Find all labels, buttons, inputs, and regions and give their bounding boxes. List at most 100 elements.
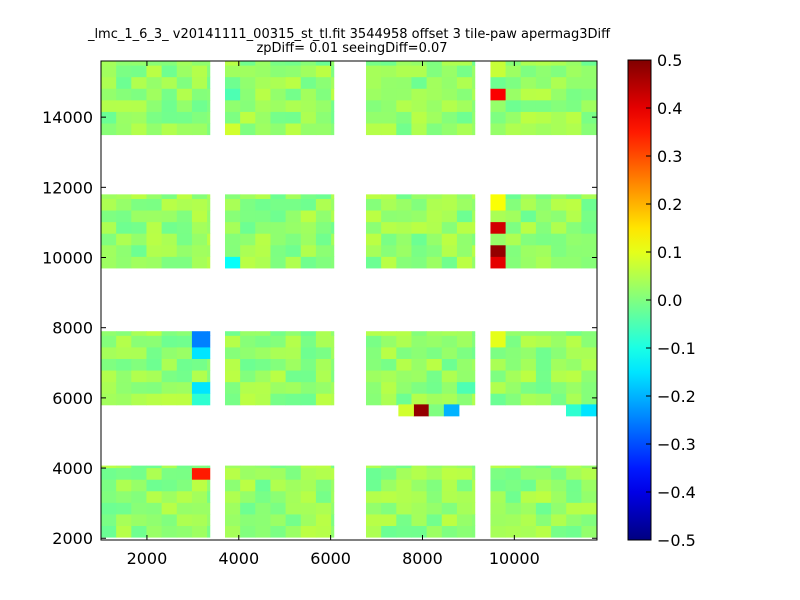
heatmap-cell — [426, 514, 443, 527]
heatmap-cell — [490, 525, 507, 538]
heatmap-cell — [331, 381, 335, 394]
heatmap-cell — [207, 479, 211, 492]
heatmap-cell — [240, 61, 256, 66]
heatmap-cell-highlight — [207, 467, 211, 480]
x-tick-label: 6000 — [310, 549, 351, 568]
heatmap-cell — [270, 467, 287, 480]
heatmap-cell — [396, 347, 412, 359]
heatmap-cell — [116, 358, 132, 371]
heatmap-cell — [551, 335, 567, 348]
heatmap-cell-highlight — [191, 347, 208, 359]
x-axis: 2000 4000 6000 8000 10000 — [127, 61, 540, 568]
heatmap-cell — [285, 256, 302, 269]
heatmap-cell — [131, 502, 147, 515]
heatmap-cell — [396, 244, 412, 257]
heatmap-cell-highlight — [490, 88, 507, 101]
heatmap-cell — [551, 244, 567, 257]
heatmap-cell — [581, 393, 597, 406]
heatmap-cell — [146, 358, 163, 371]
heatmap-cell — [472, 347, 476, 359]
heatmap-cell-highlight — [428, 404, 445, 417]
heatmap-cell — [255, 331, 271, 336]
heatmap-cell — [315, 210, 332, 223]
heatmap-cell — [270, 123, 287, 136]
heatmap-cell — [255, 256, 271, 269]
heatmap-cell — [300, 479, 317, 492]
heatmap-cell — [566, 490, 582, 503]
heatmap-cell — [331, 221, 335, 234]
heatmap-cell — [191, 221, 208, 234]
heatmap-cell — [270, 370, 287, 383]
heatmap-cell — [490, 381, 507, 394]
heatmap-cell — [240, 123, 256, 136]
heatmap-cell — [551, 210, 567, 223]
heatmap-cell — [566, 111, 582, 124]
heatmap-cell — [381, 244, 397, 257]
heatmap-cell — [411, 465, 428, 469]
heatmap-cell — [441, 111, 458, 124]
heatmap-cell — [426, 335, 443, 348]
heatmap-cell — [207, 123, 211, 136]
heatmap-cell — [116, 381, 132, 394]
heatmap-cell — [365, 335, 382, 348]
heatmap-cell — [131, 525, 147, 538]
heatmap-cell — [116, 525, 132, 538]
heatmap-cell — [300, 244, 317, 257]
heatmap-cell — [505, 111, 522, 124]
heatmap-cell — [300, 65, 317, 78]
heatmap-cell-highlight — [581, 404, 597, 417]
heatmap-cell — [520, 198, 537, 211]
heatmap-cell — [520, 99, 537, 112]
heatmap-cell — [456, 111, 473, 124]
heatmap-cell — [285, 88, 302, 101]
heatmap-cell — [176, 490, 193, 503]
heatmap-cell — [285, 514, 302, 527]
heatmap-cell — [551, 525, 567, 538]
colorbar-tick-label: −0.2 — [657, 387, 696, 406]
heatmap-cell — [581, 514, 597, 527]
heatmap-cell — [146, 256, 163, 269]
heatmap-cell — [535, 221, 552, 234]
heatmap-cell — [191, 76, 208, 89]
heatmap-cell — [191, 194, 208, 199]
heatmap-cell — [207, 358, 211, 371]
heatmap-cell — [315, 381, 332, 394]
heatmap-cell — [331, 123, 335, 136]
heatmap-cell — [456, 123, 473, 136]
heatmap-cell — [285, 331, 302, 336]
heatmap-cell — [116, 194, 132, 199]
heatmap-cell — [300, 335, 317, 348]
heatmap-cell — [581, 88, 597, 101]
heatmap-cell — [255, 65, 271, 78]
heatmap-cell — [285, 381, 302, 394]
heatmap-cell — [300, 99, 317, 112]
heatmap-cell — [426, 479, 443, 492]
heatmap-cell — [191, 465, 208, 469]
heatmap-cell — [490, 347, 507, 359]
colorbar: 0.5 0.4 0.3 0.2 0.1 0.0 −0.1 −0.2 −0.3 −0.4 −0.5 — [627, 51, 696, 550]
heatmap-cell — [315, 244, 332, 257]
heatmap-cell — [270, 479, 287, 492]
heatmap-cell — [161, 198, 178, 211]
heatmap-cell — [146, 233, 163, 246]
heatmap-cell — [225, 210, 241, 223]
heatmap-cell — [240, 210, 256, 223]
heatmap-cell-highlight — [225, 123, 241, 136]
heatmap-cell — [191, 502, 208, 515]
heatmap-cell — [441, 331, 458, 336]
heatmap-cell — [101, 393, 117, 406]
heatmap-cell — [505, 467, 522, 480]
heatmap-cell — [116, 347, 132, 359]
heatmap-cell — [551, 256, 567, 269]
heatmap-cell-highlight — [490, 244, 507, 257]
heatmap-cell — [161, 76, 178, 89]
heatmap-cell — [426, 244, 443, 257]
heatmap-cell — [381, 61, 397, 66]
colorbar-tick-label: −0.5 — [657, 531, 696, 550]
heatmap-cell — [566, 370, 582, 383]
heatmap-cell — [472, 221, 476, 234]
heatmap-cell — [365, 347, 382, 359]
heatmap-cell — [520, 381, 537, 394]
heatmap-cell — [396, 256, 412, 269]
heatmap-cell — [411, 479, 428, 492]
